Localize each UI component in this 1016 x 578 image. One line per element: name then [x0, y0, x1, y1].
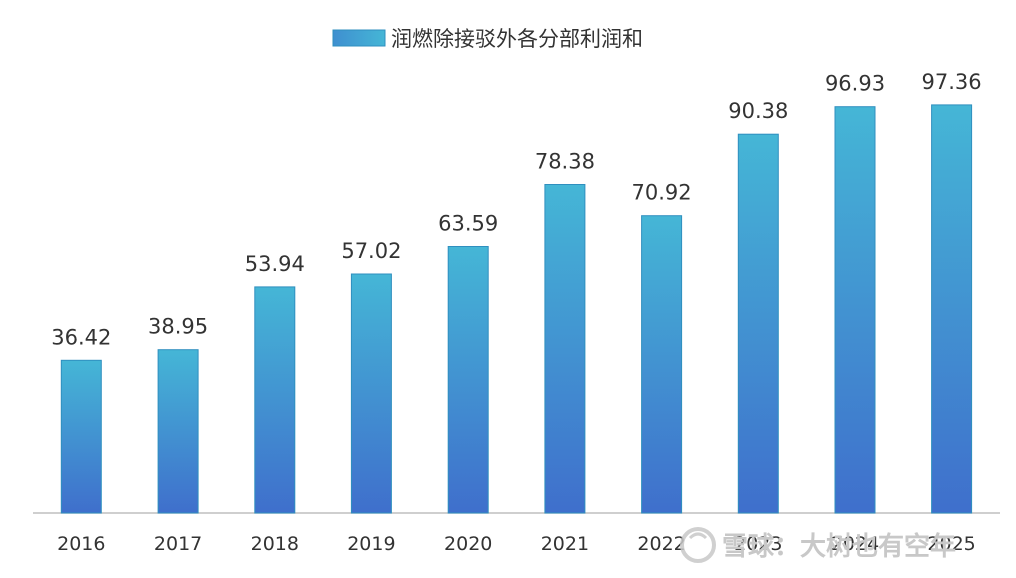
value-label-2023: 90.38 [728, 99, 788, 123]
legend: 润燃除接驳外各分部利润和 [332, 27, 643, 51]
bar-2016 [60, 359, 102, 514]
value-label-2018: 53.94 [245, 252, 305, 276]
bar-2021 [544, 184, 586, 514]
x-tick-label-2022: 2022 [637, 533, 685, 555]
watermark: 雪球：大树也有空年 [680, 527, 956, 563]
value-label-2020: 63.59 [438, 212, 498, 236]
value-labels-layer: 36.42 38.95 53.94 57.02 63.59 78.38 70.92 90.38… [51, 70, 981, 349]
bar-2025 [931, 104, 973, 514]
bar-2024 [834, 106, 876, 514]
x-tick-label-2016: 2016 [57, 533, 105, 555]
x-tick-label-2024: 2024 [831, 533, 879, 555]
value-label-2025: 97.36 [922, 70, 982, 94]
bar-2022 [641, 215, 683, 514]
x-tick-label-2019: 2019 [347, 533, 395, 555]
bar-2017 [157, 349, 199, 514]
value-label-2016: 36.42 [51, 325, 111, 349]
value-label-2024: 96.93 [825, 72, 885, 96]
x-tick-label-2021: 2021 [541, 533, 589, 555]
x-tick-label-2018: 2018 [251, 533, 299, 555]
legend-swatch [332, 29, 386, 47]
value-label-2021: 78.38 [535, 150, 595, 174]
x-tick-label-2017: 2017 [154, 533, 202, 555]
bar-2020 [447, 246, 489, 514]
x-tick-label-2023: 2023 [734, 533, 782, 555]
value-label-2019: 57.02 [341, 239, 401, 263]
value-label-2017: 38.95 [148, 315, 208, 339]
value-label-2022: 70.92 [632, 181, 692, 205]
x-tick-labels-layer: 2016 2017 2018 2019 2020 2021 2022 2023 2024 2025 [57, 533, 976, 555]
bar-2023 [737, 133, 779, 514]
legend-label: 润燃除接驳外各分部利润和 [391, 27, 643, 51]
x-tick-label-2020: 2020 [444, 533, 492, 555]
watermark-logo-icon [680, 527, 716, 563]
x-tick-label-2025: 2025 [927, 533, 975, 555]
bars-layer [60, 104, 973, 514]
watermark-text: 雪球：大树也有空年 [722, 531, 956, 562]
bar-2019 [350, 273, 392, 514]
bar-2018 [254, 286, 296, 514]
